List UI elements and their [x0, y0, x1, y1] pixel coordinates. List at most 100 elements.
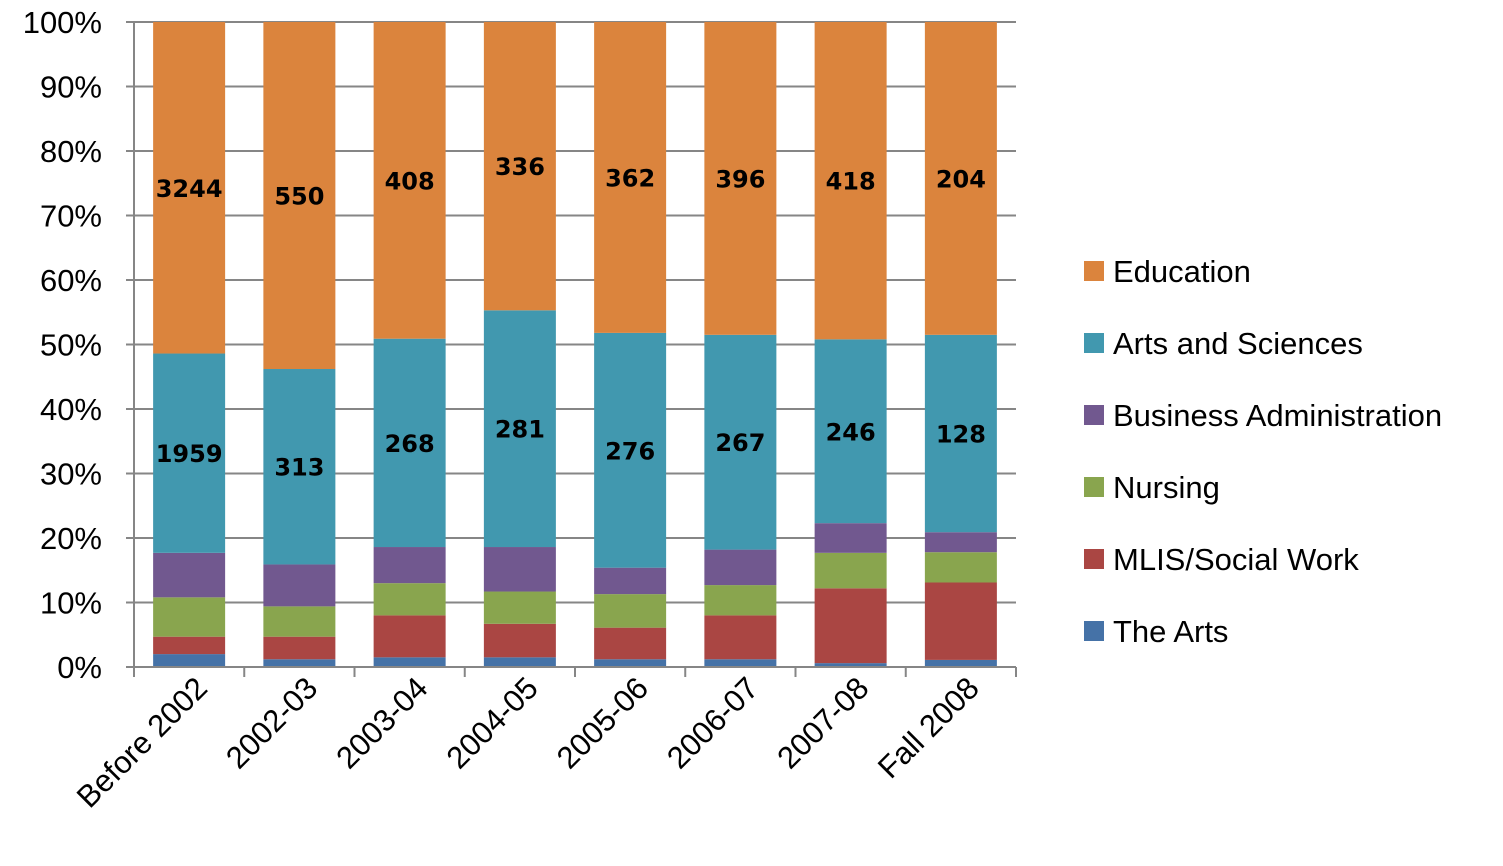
bar-segment [704, 22, 777, 335]
data-label: 246 [826, 418, 876, 446]
y-tick-label: 0% [57, 650, 102, 685]
bar-segment [594, 627, 667, 660]
legend-swatch [1084, 333, 1104, 353]
x-tick-label: Fall 2008 [871, 670, 986, 785]
legend-label: Education [1113, 254, 1251, 289]
bar-segment [153, 636, 226, 655]
bar-segment [704, 659, 777, 667]
x-tick-labels: Before 2002 2002-03 2003-04 2004-05 2005-06 2… [70, 670, 986, 814]
x-tick-label: 2003-04 [329, 670, 434, 775]
bar-segment [924, 532, 997, 553]
data-label: 418 [826, 168, 876, 196]
y-tick-label: 20% [40, 521, 102, 556]
y-tick-label: 10% [40, 586, 102, 621]
data-label: 128 [936, 421, 986, 449]
bar-segment [483, 657, 556, 667]
y-tick-label: 30% [40, 457, 102, 492]
data-label: 204 [936, 165, 986, 193]
bar-segment [373, 22, 446, 339]
bar-segment [373, 657, 446, 667]
data-label: 336 [495, 153, 545, 181]
data-label: 268 [385, 430, 435, 458]
bar-segment [483, 310, 556, 548]
y-tick-label: 50% [40, 328, 102, 363]
data-label: 1959 [156, 440, 223, 468]
bar-segment [594, 332, 667, 568]
y-tick-label: 80% [40, 134, 102, 169]
bar-segment [373, 338, 446, 548]
legend-swatch [1084, 261, 1104, 281]
data-label: 281 [495, 416, 545, 444]
legend-swatch [1084, 477, 1104, 497]
bar-segment [924, 582, 997, 660]
bar-segment [924, 552, 997, 583]
legend: Education Arts and Sciences Business Admin… [1084, 254, 1442, 649]
y-tick-label: 100% [23, 5, 102, 40]
bar-segments [153, 22, 997, 667]
bar-segment [594, 22, 667, 333]
data-label: 267 [715, 429, 765, 457]
data-label: 362 [605, 164, 655, 192]
bar-segment [153, 22, 226, 354]
data-label: 276 [605, 437, 655, 465]
bar-segment [263, 636, 336, 660]
data-labels: 1959 3244 313 550 268 408 281 336 276 362 267 396 24… [156, 153, 986, 482]
bar-segment [924, 334, 997, 533]
bar-segment [594, 659, 667, 667]
y-tick-label: 40% [40, 392, 102, 427]
legend-swatch [1084, 621, 1104, 641]
bar-segment [814, 523, 887, 553]
x-tick-label: 2005-06 [550, 670, 655, 775]
legend-swatch [1084, 549, 1104, 569]
data-label: 408 [385, 167, 435, 195]
bar-segment [263, 564, 336, 607]
x-tick-label: 2004-05 [440, 670, 545, 775]
bar-segment [483, 22, 556, 311]
bar-segment [483, 623, 556, 658]
bar-segment [814, 552, 887, 589]
data-label: 396 [715, 165, 765, 193]
bar-segment [814, 663, 887, 667]
bar-segment [814, 588, 887, 664]
legend-label: The Arts [1113, 614, 1228, 649]
x-tick-label: 2002-03 [219, 670, 324, 775]
bar-segment [263, 659, 336, 667]
y-tick-label: 60% [40, 263, 102, 298]
bar-segment [704, 549, 777, 586]
data-label: 550 [274, 183, 324, 211]
bar-segment [373, 615, 446, 658]
legend-label: Business Administration [1113, 398, 1442, 433]
legend-label: Arts and Sciences [1113, 326, 1363, 361]
bar-segment [924, 659, 997, 667]
y-tick-label: 90% [40, 70, 102, 105]
bar-segment [814, 339, 887, 524]
legend-label: MLIS/Social Work [1113, 542, 1359, 577]
bar-segment [373, 583, 446, 616]
axes [126, 21, 1017, 677]
bar-segment [153, 552, 226, 598]
bar-segment [483, 591, 556, 624]
bar-segment [373, 547, 446, 584]
data-label: 313 [274, 454, 324, 482]
bar-segment [153, 654, 226, 667]
data-label: 3244 [156, 175, 223, 203]
bar-segment [814, 22, 887, 340]
x-tick-label: 2006-07 [660, 670, 765, 775]
legend-swatch [1084, 405, 1104, 425]
bar-segment [704, 615, 777, 660]
bar-segment [704, 585, 777, 616]
legend-label: Nursing [1113, 470, 1220, 505]
bar-segment [263, 22, 336, 370]
x-tick-label: Before 2002 [70, 670, 214, 814]
bar-segment [924, 22, 997, 335]
bar-segment [704, 334, 777, 550]
bar-segment [483, 547, 556, 592]
y-tick-labels: 0% 10% 20% 30% 40% 50% 60% 70% 80% 90% 100% [23, 5, 102, 685]
bar-segment [594, 594, 667, 628]
bar-segment [153, 353, 226, 553]
y-tick-label: 70% [40, 199, 102, 234]
bar-segment [153, 597, 226, 637]
x-tick-label: 2007-08 [770, 670, 875, 775]
bar-segment [263, 369, 336, 565]
